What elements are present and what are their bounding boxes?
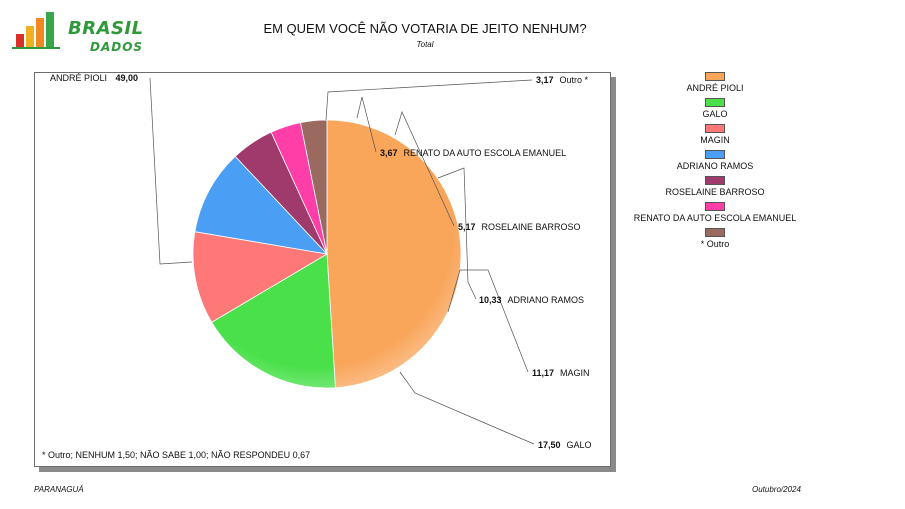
leader-line — [399, 371, 535, 445]
slice-label: 3,17 Outro * — [536, 75, 588, 85]
legend-item: RENATO DA AUTO ESCOLA EMANUEL — [620, 202, 810, 228]
brand-logo: BRASIL DADOS — [12, 10, 143, 54]
footer-location: PARANAGUÁ — [34, 485, 84, 494]
leader-line — [394, 111, 455, 227]
legend-item: ADRIANO RAMOS — [620, 150, 810, 176]
chart-title: EM QUEM VOCÊ NÃO VOTARIA DE JEITO NENHUM… — [263, 21, 587, 36]
legend-swatch — [705, 124, 725, 133]
slice-label: ANDRÉ PIOLI 49,00 — [50, 73, 144, 83]
leader-line — [149, 77, 193, 265]
slice-label: 11,17 MAGIN — [532, 368, 590, 378]
legend-label: MAGIN — [700, 135, 730, 145]
legend-item: GALO — [620, 98, 810, 124]
legend-item: ANDRÉ PIOLI — [620, 72, 810, 98]
legend-item: * Outro — [620, 228, 810, 254]
legend-swatch — [705, 202, 725, 211]
legend-label: ANDRÉ PIOLI — [686, 83, 744, 93]
legend-swatch — [705, 72, 725, 81]
slice-label: 10,33 ADRIANO RAMOS — [479, 295, 584, 305]
legend-swatch — [705, 150, 725, 159]
slice-value: 3,17 — [536, 75, 554, 85]
slice-name: Outro * — [559, 75, 589, 85]
slice-name: ADRIANO RAMOS — [507, 295, 585, 305]
legend-label: * Outro — [700, 239, 730, 249]
slice-name: GALO — [566, 440, 592, 450]
legend-swatch — [705, 98, 725, 107]
legend-swatch — [705, 228, 725, 237]
legend-label: ROSELAINE BARROSO — [665, 187, 765, 197]
slice-value: 5,17 — [458, 222, 476, 232]
slice-label: 17,50 GALO — [538, 440, 592, 450]
slice-label: 5,17 ROSELAINE BARROSO — [458, 222, 581, 232]
footnote: * Outro; NENHUM 1,50; NÃO SABE 1,00; NÃO… — [42, 450, 311, 460]
bar-chart-logo-icon — [12, 12, 60, 49]
slice-value: 11,17 — [532, 368, 555, 378]
brand-line1: BRASIL — [68, 18, 144, 39]
slice-name: RENATO DA AUTO ESCOLA EMANUEL — [403, 148, 567, 158]
legend: ANDRÉ PIOLI GALO MAGIN ADRIANO RAMOS ROSELAI… — [620, 72, 810, 254]
leader-line — [447, 269, 529, 373]
legend-label: RENATO DA AUTO ESCOLA EMANUEL — [633, 213, 797, 223]
slice-name: ANDRÉ PIOLI — [50, 73, 108, 83]
chart-subtitle: Total — [416, 40, 434, 49]
legend-item: ROSELAINE BARROSO — [620, 176, 810, 202]
legend-swatch — [705, 176, 725, 185]
leader-line — [325, 79, 533, 121]
slice-value: 3,67 — [380, 148, 398, 158]
legend-label: GALO — [702, 109, 728, 119]
leader-line — [437, 167, 477, 300]
footer-date: Outubro/2024 — [752, 485, 801, 494]
slice-value: 10,33 — [479, 295, 502, 305]
slice-name: MAGIN — [560, 368, 590, 378]
slice-value: 49,00 — [115, 73, 139, 83]
legend-item: MAGIN — [620, 124, 810, 150]
pie-gloss — [193, 120, 461, 388]
legend-label: ADRIANO RAMOS — [676, 161, 754, 171]
slice-value: 17,50 — [538, 440, 561, 450]
brand-line2: DADOS — [90, 40, 144, 54]
slice-label: 3,67 RENATO DA AUTO ESCOLA EMANUEL — [380, 148, 566, 158]
leader-line — [356, 96, 377, 153]
slice-name: ROSELAINE BARROSO — [481, 222, 581, 232]
